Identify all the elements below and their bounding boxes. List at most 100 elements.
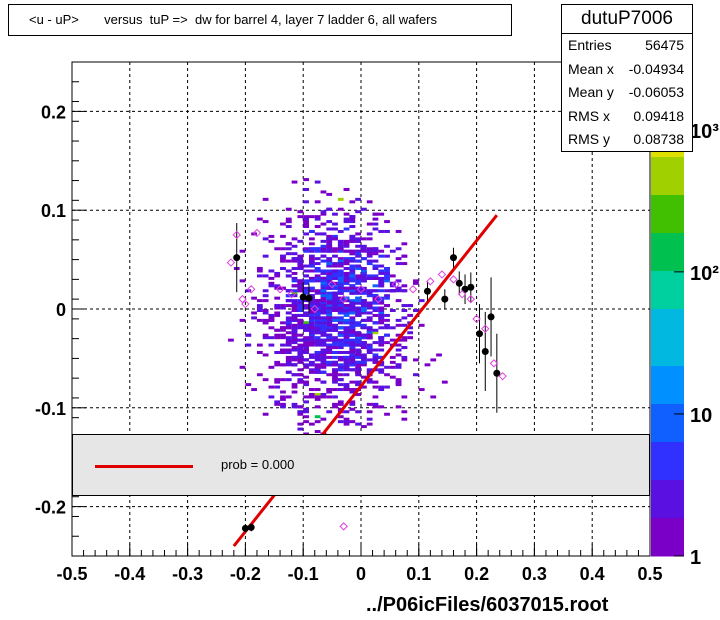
heatmap-cell	[366, 249, 373, 253]
heatmap-cell	[320, 323, 327, 327]
heatmap-cell	[355, 296, 361, 300]
heatmap-cell	[366, 200, 373, 204]
heatmap-cell	[268, 284, 275, 288]
heatmap-cell	[332, 402, 338, 406]
heatmap-cell	[366, 247, 373, 251]
heatmap-cell	[372, 222, 379, 226]
x-tick-label: 0.4	[580, 564, 605, 584]
heatmap-cell	[389, 284, 396, 288]
profile-point	[475, 330, 483, 338]
heatmap-cell	[337, 316, 344, 320]
heatmap-cell	[308, 422, 315, 426]
colorbar-band	[651, 499, 684, 519]
heatmap-cell	[285, 343, 292, 347]
heatmap-cell	[332, 247, 338, 251]
heatmap-cell	[280, 402, 286, 406]
heatmap-cell	[332, 338, 338, 342]
heatmap-cell	[326, 274, 333, 278]
heatmap-cell	[262, 318, 269, 322]
heatmap-cell	[332, 249, 338, 253]
heatmap-cell	[372, 276, 379, 280]
colorbar-band	[651, 442, 684, 462]
heatmap-cell	[355, 331, 361, 335]
heatmap-cell	[343, 279, 350, 283]
heatmap-cell	[343, 422, 350, 426]
heatmap-cell	[308, 247, 315, 251]
heatmap-cell	[285, 252, 292, 256]
heatmap-cell	[280, 321, 286, 325]
heatmap-cell	[349, 311, 356, 315]
heatmap-cell	[332, 375, 338, 379]
heatmap-cell	[280, 395, 286, 399]
heatmap-cell	[378, 279, 385, 283]
heatmap-cell	[314, 269, 321, 273]
heatmap-cell	[268, 269, 275, 273]
heatmap-cell	[326, 350, 333, 354]
heatmap-cell	[337, 259, 344, 263]
heatmap-cell	[326, 237, 333, 241]
heatmap-cell	[320, 338, 327, 342]
heatmap-cell	[320, 353, 327, 357]
heatmap-cell	[361, 353, 367, 357]
heatmap-cell	[366, 306, 373, 310]
heatmap-cell	[343, 343, 350, 347]
heatmap-cell	[274, 284, 281, 288]
heatmap-cell	[343, 212, 350, 216]
heatmap-cell	[251, 296, 257, 300]
heatmap-cell	[366, 348, 373, 352]
heatmap-cell	[314, 370, 321, 374]
heatmap-cell	[366, 262, 373, 266]
colorbar-band	[651, 290, 684, 310]
heatmap-cell	[303, 348, 309, 352]
heatmap-cell	[320, 279, 327, 283]
heatmap-cell	[337, 249, 344, 253]
heatmap-cell	[320, 271, 327, 275]
heatmap-cell	[349, 200, 356, 204]
heatmap-cell	[355, 365, 361, 369]
stats-row: Entries 56475	[562, 34, 692, 58]
heatmap-cell	[262, 294, 269, 298]
heatmap-cell	[401, 309, 408, 312]
heatmap-cell	[361, 343, 367, 347]
colorbar-band	[651, 214, 684, 234]
heatmap-cell	[332, 274, 338, 278]
heatmap-cell	[297, 412, 304, 416]
heatmap-cell	[361, 425, 367, 429]
heatmap-cell	[314, 299, 321, 303]
heatmap-cell	[343, 281, 350, 285]
heatmap-cell	[320, 331, 327, 335]
heatmap-cell	[308, 279, 315, 283]
heatmap-cell	[297, 321, 304, 325]
heatmap-cell	[320, 247, 327, 251]
heatmap-cell	[314, 353, 321, 357]
heatmap-cell	[389, 355, 396, 359]
heatmap-cell	[308, 326, 315, 330]
heatmap-cell	[349, 274, 356, 278]
heatmap-cell	[361, 375, 367, 379]
heatmap-cell	[361, 249, 367, 253]
heatmap-cell	[395, 378, 402, 382]
heatmap-cell	[303, 291, 309, 295]
heatmap-cell	[413, 373, 419, 377]
heatmap-cell	[297, 215, 304, 219]
heatmap-cell	[274, 336, 281, 340]
heatmap-cell	[303, 400, 309, 404]
heatmap-cell	[378, 368, 385, 372]
heatmap-cell	[326, 321, 333, 325]
heatmap-cell	[303, 326, 309, 330]
heatmap-cell	[303, 304, 309, 308]
heatmap-cell	[343, 420, 350, 424]
heatmap-cell	[285, 220, 292, 224]
x-tick-label: 0.2	[464, 564, 489, 584]
heatmap-cell	[326, 336, 333, 340]
profile-marker-open	[310, 304, 319, 314]
heatmap-cell	[378, 385, 385, 389]
heatmap-cell	[372, 289, 379, 293]
heatmap-cell	[332, 237, 338, 241]
heatmap-cell	[337, 321, 344, 325]
heatmap-cell	[378, 249, 385, 253]
stats-box: dutuP7006 Entries 56475 Mean x -0.04934 Me…	[561, 4, 693, 152]
heatmap-cell	[308, 328, 315, 332]
heatmap-cell	[308, 264, 315, 268]
heatmap-cell	[274, 380, 281, 384]
